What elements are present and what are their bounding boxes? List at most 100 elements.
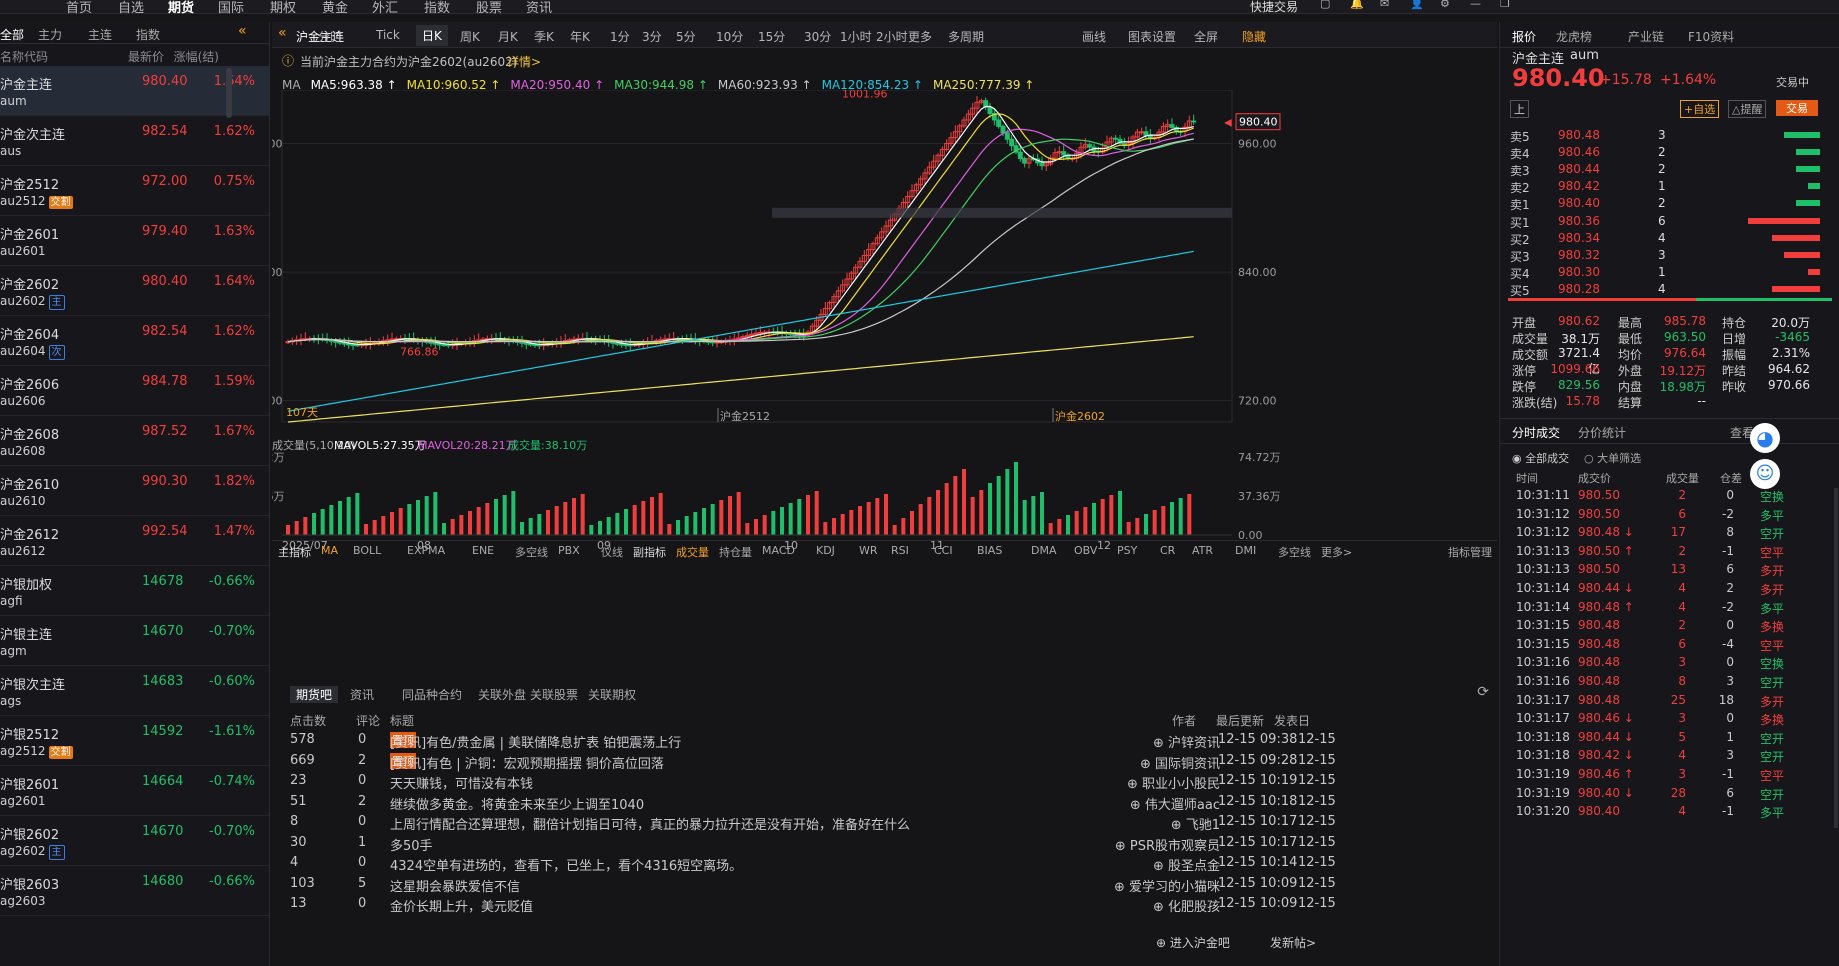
nav-2[interactable]: 期货: [168, 1, 195, 16]
ticks-tab-2[interactable]: 查看: [1730, 426, 1755, 440]
watchlist-row[interactable]: 沪金2601 au2601 979.40 1.63%: [0, 216, 269, 266]
quick-trade-button[interactable]: 快捷交易: [1250, 0, 1299, 14]
volume-chart[interactable]: 成交量(5,10,20)MAVOL5:27.35万MAVOL20:28.21万成…: [272, 435, 1497, 565]
period-15[interactable]: 更多: [908, 30, 933, 44]
indicator-6[interactable]: PBX: [558, 544, 580, 557]
nav-9[interactable]: 资讯: [526, 1, 553, 16]
watchlist-tab-2[interactable]: 主连: [88, 28, 113, 42]
nav-3[interactable]: 国际: [218, 1, 245, 16]
watchlist-row[interactable]: 沪银2602 ag2602 主 14670 -0.70%: [0, 816, 269, 866]
bell-icon[interactable]: 🔔: [1350, 0, 1364, 10]
watchlist-row[interactable]: 沪金2604 au2604 次 982.54 1.62%: [0, 316, 269, 366]
news-row[interactable]: 669 2 置顶 [资讯]有色 | 沪铜：宏观预期摇摆 铜价高位回落 ⊕ 国际铜资讯 12…: [290, 752, 1490, 777]
watchlist-tab-3[interactable]: 指数: [136, 28, 161, 42]
indicator-19[interactable]: PSY: [1117, 544, 1138, 557]
indicator-5[interactable]: 多空线: [515, 546, 548, 559]
nav-1[interactable]: 自选: [118, 1, 145, 16]
period-7[interactable]: 1分: [610, 30, 630, 44]
chart-collapse-icon[interactable]: «: [278, 25, 287, 41]
news-row[interactable]: 578 0 置顶 [资讯]有色/贵金属 | 美联储降息扩表 铂钯震荡上行 ⊕ 沪锌资讯 1…: [290, 732, 1490, 756]
indicator-4[interactable]: ENE: [472, 544, 495, 557]
ticks-tab-0[interactable]: 分时成交: [1512, 426, 1561, 440]
watchlist-tab-1[interactable]: 主力: [38, 28, 63, 42]
refresh-icon[interactable]: ⟳: [1477, 684, 1489, 700]
filter-all-radio[interactable]: ◉ 全部成交: [1512, 452, 1570, 465]
watchlist-row[interactable]: 沪金2610 au2610 990.30 1.82%: [0, 466, 269, 516]
author[interactable]: ⊕ 化肥股孩: [1152, 900, 1220, 915]
watchlist-tab-0[interactable]: 全部: [0, 28, 25, 42]
watchlist-row[interactable]: 沪金2606 au2606 984.78 1.59%: [0, 366, 269, 416]
mail-icon[interactable]: ✉: [1380, 0, 1390, 10]
period-5[interactable]: 季K: [534, 30, 554, 44]
indicator-23[interactable]: 多空线: [1278, 546, 1311, 559]
news-row[interactable]: 23 0 天天赚钱，可惜没有本钱 ⊕ 职业小小股民 12-15 10:19 12-15: [290, 773, 1490, 797]
news-row[interactable]: 30 1 多50手 ⊕ PSR股市观察员 12-15 10:17 12-15: [290, 835, 1490, 859]
indicator-22[interactable]: DMI: [1235, 544, 1257, 557]
watchlist-row[interactable]: 沪金2612 au2612 992.54 1.47%: [0, 516, 269, 566]
indicator-1[interactable]: MA: [321, 544, 339, 557]
indicator-0[interactable]: 主指标: [278, 546, 311, 559]
trade-button[interactable]: 交易: [1776, 100, 1818, 116]
nav-5[interactable]: 黄金: [322, 1, 349, 16]
period-1[interactable]: Tick: [376, 28, 400, 42]
news-tab-3[interactable]: 关联外盘: [478, 688, 527, 702]
indicator-10[interactable]: 持仓量: [719, 546, 752, 559]
watchlist-row[interactable]: 沪银加权 agfi 14678 -0.66%: [0, 566, 269, 616]
author[interactable]: ⊕ 股圣点金: [1152, 859, 1220, 874]
period-8[interactable]: 3分: [642, 30, 662, 44]
nav-0[interactable]: 首页: [66, 1, 93, 16]
news-row[interactable]: 13 0 金价长期上升，美元贬值 ⊕ 化肥股孩 12-15 10:09 12-15: [290, 896, 1490, 920]
news-row[interactable]: 8 0 上周行情配合还算理想，翻倍计划指日可待，真正的暴力拉升还是没有开始，准备好在…: [290, 814, 1490, 838]
hide-button[interactable]: 隐藏: [1242, 30, 1267, 44]
period-14[interactable]: 2小时: [876, 30, 908, 44]
news-tab-4[interactable]: 关联股票: [530, 688, 579, 702]
indicator-25[interactable]: 指标管理: [1448, 546, 1492, 559]
enter-bar-link[interactable]: ⊕ 进入沪金吧: [1156, 936, 1230, 950]
chart-symbol[interactable]: 沪金主连: [296, 30, 345, 44]
indicator-13[interactable]: WR: [859, 544, 878, 557]
assistant-bubble-bottom[interactable]: ☺: [1750, 459, 1780, 489]
author[interactable]: ⊕ 沪锌资讯: [1152, 736, 1220, 751]
period-6[interactable]: 年K: [570, 30, 590, 44]
settings-icon[interactable]: ⚙: [1440, 0, 1450, 10]
indicator-17[interactable]: DMA: [1031, 544, 1057, 557]
author[interactable]: ⊕ PSR股市观察员: [1114, 838, 1220, 854]
period-10[interactable]: 10分: [716, 30, 744, 44]
watchlist-row[interactable]: 沪银主连 agm 14670 -0.70%: [0, 616, 269, 666]
period-11[interactable]: 15分: [758, 30, 786, 44]
quote-tab-2[interactable]: 产业链: [1628, 30, 1665, 44]
period-12[interactable]: 30分: [804, 30, 832, 44]
filter-big-radio[interactable]: ○ 大单筛选: [1584, 452, 1642, 465]
quote-tab-3[interactable]: F10资料: [1688, 30, 1735, 44]
indicator-7[interactable]: 仪线: [601, 546, 623, 559]
assistant-bubble-top[interactable]: ◕: [1750, 423, 1780, 453]
indicator-9[interactable]: 成交量: [676, 546, 709, 559]
collapse-icon[interactable]: «: [238, 23, 247, 39]
news-tab-0[interactable]: 期货吧: [290, 686, 339, 703]
news-row[interactable]: 103 5 这星期会暴跌爱信不信 ⊕ 爱学习的小猫咪 12-15 10:09 12-15: [290, 876, 1490, 900]
notice-link[interactable]: 详情>: [507, 55, 542, 69]
news-row[interactable]: 4 0 4324空单有进场的，查看下，已坐上，看个4316短空离场。 ⊕ 股圣点金 12…: [290, 855, 1490, 879]
nav-6[interactable]: 外汇: [372, 1, 399, 16]
watchlist-row[interactable]: 沪银2601 ag2601 14664 -0.74%: [0, 766, 269, 816]
fullscreen-button[interactable]: 全屏: [1194, 30, 1219, 44]
indicator-8[interactable]: 副指标: [633, 546, 666, 559]
watchlist-row[interactable]: 沪金2608 au2608 987.52 1.67%: [0, 416, 269, 466]
quote-tab-0[interactable]: 报价: [1512, 30, 1537, 44]
quote-tab-1[interactable]: 龙虎榜: [1556, 30, 1593, 44]
period-4[interactable]: 月K: [498, 30, 518, 44]
indicator-2[interactable]: BOLL: [353, 544, 382, 557]
new-post-link[interactable]: 发新帖>: [1270, 936, 1317, 950]
watchlist-scrollbar[interactable]: [226, 68, 232, 118]
indicator-15[interactable]: CCI: [934, 544, 953, 557]
watchlist-row[interactable]: 沪金主连 aum 980.40 1.64%: [0, 66, 269, 116]
alert-button[interactable]: △提醒: [1728, 100, 1767, 118]
period-13[interactable]: 1小时: [840, 30, 872, 44]
indicator-12[interactable]: KDJ: [816, 544, 835, 557]
indicator-11[interactable]: MACD: [762, 544, 795, 557]
watchlist-row[interactable]: 沪金2512 au2512 交割 972.00 0.75%: [0, 166, 269, 216]
indicator-21[interactable]: ATR: [1192, 544, 1214, 557]
indicator-24[interactable]: 更多>: [1321, 546, 1353, 559]
nav-8[interactable]: 股票: [476, 1, 503, 16]
indicator-18[interactable]: OBV: [1074, 544, 1098, 557]
